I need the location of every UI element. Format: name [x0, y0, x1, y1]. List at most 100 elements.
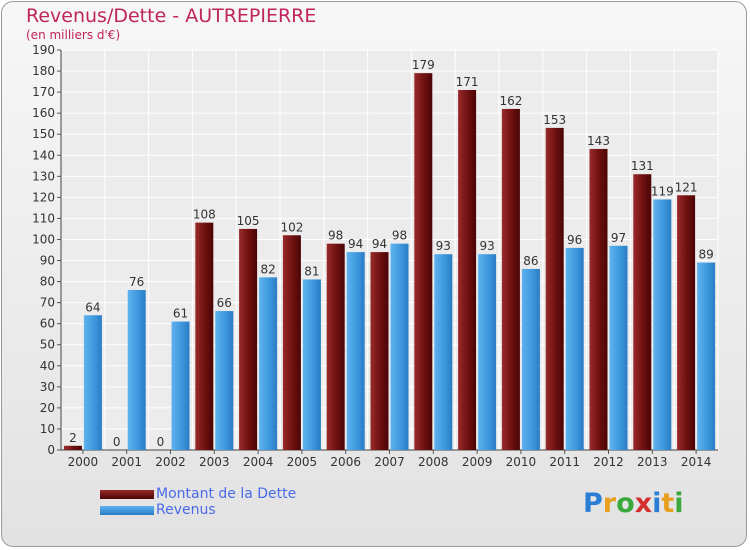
bar-revenue — [653, 199, 672, 450]
data-label-revenue: 66 — [217, 296, 232, 310]
plot-area — [61, 50, 718, 450]
bar-debt — [633, 174, 652, 451]
data-label-debt: 143 — [587, 134, 610, 148]
data-label-revenue: 119 — [651, 184, 674, 198]
bar-revenue — [521, 268, 540, 450]
x-tick-label: 2006 — [330, 455, 361, 469]
y-tick-label: 20 — [40, 401, 55, 415]
chart-subtitle: (en milliers d'€) — [26, 28, 121, 42]
bar-debt — [677, 195, 696, 450]
x-tick-label: 2000 — [68, 455, 99, 469]
y-tick-label: 60 — [40, 317, 55, 331]
bar-debt — [501, 108, 520, 451]
bar-revenue — [346, 252, 365, 450]
legend-item-debt: Montant de la Dette — [100, 486, 296, 502]
y-tick-label: 50 — [40, 338, 55, 352]
bar-revenue — [390, 243, 409, 450]
data-label-revenue: 89 — [698, 248, 713, 262]
data-label-revenue: 98 — [392, 229, 407, 243]
y-tick-label: 10 — [40, 422, 55, 436]
x-tick-label: 2008 — [418, 455, 449, 469]
bar-revenue — [127, 290, 146, 450]
legend-swatch-revenue — [100, 505, 154, 515]
y-tick-label: 140 — [32, 148, 55, 162]
bar-debt — [370, 252, 389, 450]
bar-revenue — [434, 254, 453, 450]
legend: Montant de la Dette Revenus — [100, 486, 296, 518]
legend-item-revenue: Revenus — [100, 502, 296, 518]
data-label-revenue: 61 — [173, 307, 188, 321]
x-tick-label: 2007 — [374, 455, 405, 469]
data-label-debt: 0 — [113, 435, 121, 449]
bar-revenue — [609, 245, 628, 450]
data-label-revenue: 96 — [567, 233, 582, 247]
x-tick-label: 2002 — [155, 455, 186, 469]
x-tick-label: 2009 — [462, 455, 493, 469]
data-label-debt: 121 — [675, 180, 698, 194]
bar-debt — [589, 148, 608, 450]
x-tick-label: 2004 — [243, 455, 274, 469]
data-label-debt: 94 — [372, 237, 387, 251]
logo-letter: o — [616, 488, 635, 519]
logo-letter: x — [634, 488, 653, 519]
bar-debt — [545, 127, 564, 450]
x-tick-label: 2003 — [199, 455, 230, 469]
x-tick-label: 2014 — [681, 455, 712, 469]
y-tick-label: 160 — [32, 106, 55, 120]
y-tick-label: 190 — [32, 43, 55, 57]
bar-debt — [282, 235, 301, 450]
logo-letter: i — [652, 488, 662, 519]
data-label-revenue: 76 — [129, 275, 144, 289]
chart-title: Revenus/Dette - AUTREPIERRE — [26, 5, 317, 27]
logo-letter: i — [674, 488, 684, 519]
data-label-debt: 98 — [328, 229, 343, 243]
x-tick-label: 2012 — [593, 455, 624, 469]
bar-debt — [63, 445, 82, 450]
x-tick-label: 2013 — [637, 455, 668, 469]
data-label-revenue: 93 — [436, 239, 451, 253]
data-label-revenue: 97 — [611, 231, 626, 245]
y-tick-label: 30 — [40, 380, 55, 394]
logo-letter: t — [661, 488, 675, 519]
y-tick-label: 40 — [40, 359, 55, 373]
bar-revenue — [215, 311, 234, 450]
bar-revenue — [259, 277, 278, 450]
y-tick-label: 180 — [32, 64, 55, 78]
bar-revenue — [697, 262, 716, 450]
data-label-revenue: 94 — [348, 237, 363, 251]
y-tick-label: 110 — [32, 211, 55, 225]
logo-letter: r — [602, 488, 617, 519]
bar-debt — [326, 243, 345, 450]
data-label-revenue: 93 — [479, 239, 494, 253]
y-tick-label: 70 — [40, 296, 55, 310]
data-label-debt: 2 — [69, 431, 77, 445]
data-label-debt: 179 — [412, 58, 435, 72]
data-label-debt: 105 — [237, 214, 260, 228]
bar-revenue — [302, 279, 321, 450]
data-label-revenue: 86 — [523, 254, 538, 268]
bar-revenue — [478, 254, 497, 450]
data-label-debt: 131 — [631, 159, 654, 173]
data-label-debt: 0 — [157, 435, 165, 449]
data-label-revenue: 81 — [304, 264, 319, 278]
y-tick-label: 130 — [32, 169, 55, 183]
legend-swatch-debt — [100, 489, 154, 499]
data-label-debt: 102 — [280, 220, 303, 234]
data-label-revenue: 82 — [260, 262, 275, 276]
logo-letter: P — [583, 488, 603, 519]
y-tick-label: 100 — [32, 232, 55, 246]
x-tick-label: 2005 — [287, 455, 318, 469]
y-tick-label: 170 — [32, 85, 55, 99]
x-tick-label: 2010 — [506, 455, 537, 469]
legend-label-revenue: Revenus — [156, 502, 216, 518]
y-tick-label: 120 — [32, 190, 55, 204]
bar-debt — [239, 228, 258, 450]
x-tick-label: 2011 — [549, 455, 580, 469]
bar-revenue — [171, 321, 190, 450]
data-label-debt: 171 — [456, 75, 479, 89]
bar-debt — [195, 222, 214, 450]
y-tick-label: 150 — [32, 127, 55, 141]
x-tick-label: 2001 — [111, 455, 142, 469]
proxiti-logo: Proxiti — [583, 488, 684, 519]
